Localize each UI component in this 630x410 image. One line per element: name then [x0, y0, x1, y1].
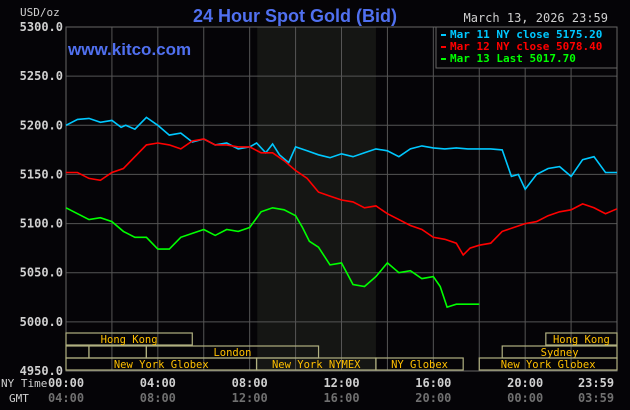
timestamp: March 13, 2026 23:59	[464, 11, 609, 25]
session-label: Hong Kong	[553, 334, 610, 346]
series-lines	[65, 116, 618, 309]
x-tick-label-ny: 12:00	[323, 376, 359, 390]
highlight-region	[257, 27, 376, 371]
watermark: www.kitco.com	[67, 40, 191, 59]
session-label: NY Globex	[391, 359, 448, 371]
session-label: London	[213, 347, 251, 359]
series-line-0	[65, 116, 617, 191]
x-tick-label-gmt: 16:00	[323, 391, 359, 405]
session-bar	[88, 345, 147, 359]
session-label: New York Globex	[114, 359, 209, 371]
series-line-1	[66, 138, 618, 257]
y-tick-label: 5050.0	[20, 266, 63, 280]
legend-swatch	[441, 46, 446, 48]
x-tick-label-ny: 08:00	[232, 376, 268, 390]
y-tick-label: 5100.0	[20, 217, 63, 231]
x-tick-label-gmt: 20:00	[415, 391, 451, 405]
y-axis-unit: USD/oz	[20, 6, 60, 19]
x-tick-label-gmt: 04:00	[48, 391, 84, 405]
y-tick-label: 5000.0	[20, 315, 63, 329]
session-label: New York NYMEX	[272, 359, 361, 371]
x-tick-label-gmt: 03:59	[578, 391, 614, 405]
grid	[65, 26, 618, 372]
gmt-label: GMT	[9, 392, 29, 405]
y-tick-label: 5250.0	[20, 69, 63, 83]
x-tick-label-gmt: 12:00	[232, 391, 268, 405]
legend-swatch	[441, 58, 446, 60]
session-bar	[478, 357, 618, 371]
legend-box	[435, 26, 618, 69]
ny-time-label: NY Time	[1, 377, 47, 390]
y-tick-label: 5300.0	[20, 20, 63, 34]
y-axis-labels: 5300.0 5250.0 5200.0 5150.0 5100.0 5050.0 5000…	[20, 20, 63, 378]
y-tick-label: 4950.0	[20, 364, 63, 378]
x-tick-label-ny: 16:00	[415, 376, 451, 390]
y-tick-label: 5150.0	[20, 167, 63, 181]
series-line-2	[65, 206, 480, 309]
plot-frame	[65, 26, 618, 372]
session-label: New York Globex	[501, 359, 596, 371]
session-label: Hong Kong	[101, 334, 158, 346]
session-bar	[545, 332, 618, 346]
x-tick-label-ny: 00:00	[48, 376, 84, 390]
x-axis-labels: 00:00 04:00 08:00 12:00 16:00 20:00 23:5904:00…	[48, 376, 614, 405]
session-bar	[375, 357, 464, 371]
session-bar	[65, 332, 193, 346]
legend-entry: Mar 12 NY close 5078.40	[450, 40, 602, 53]
x-tick-label-ny: 20:00	[507, 376, 543, 390]
y-tick-label: 5200.0	[20, 118, 63, 132]
x-tick-label-gmt: 08:00	[140, 391, 176, 405]
chart-title: 24 Hour Spot Gold (Bid)	[193, 6, 397, 26]
legend-entry: Mar 11 NY close 5175.20	[450, 28, 602, 41]
x-tick-label-ny: 04:00	[140, 376, 176, 390]
session-label: Sydney	[541, 347, 579, 359]
x-tick-label-ny: 23:59	[578, 376, 614, 390]
legend-swatch	[441, 34, 446, 36]
session-bar	[65, 345, 90, 359]
x-tick-label-gmt: 00:00	[507, 391, 543, 405]
legend-entry: Mar 13 Last 5017.70	[450, 52, 576, 65]
